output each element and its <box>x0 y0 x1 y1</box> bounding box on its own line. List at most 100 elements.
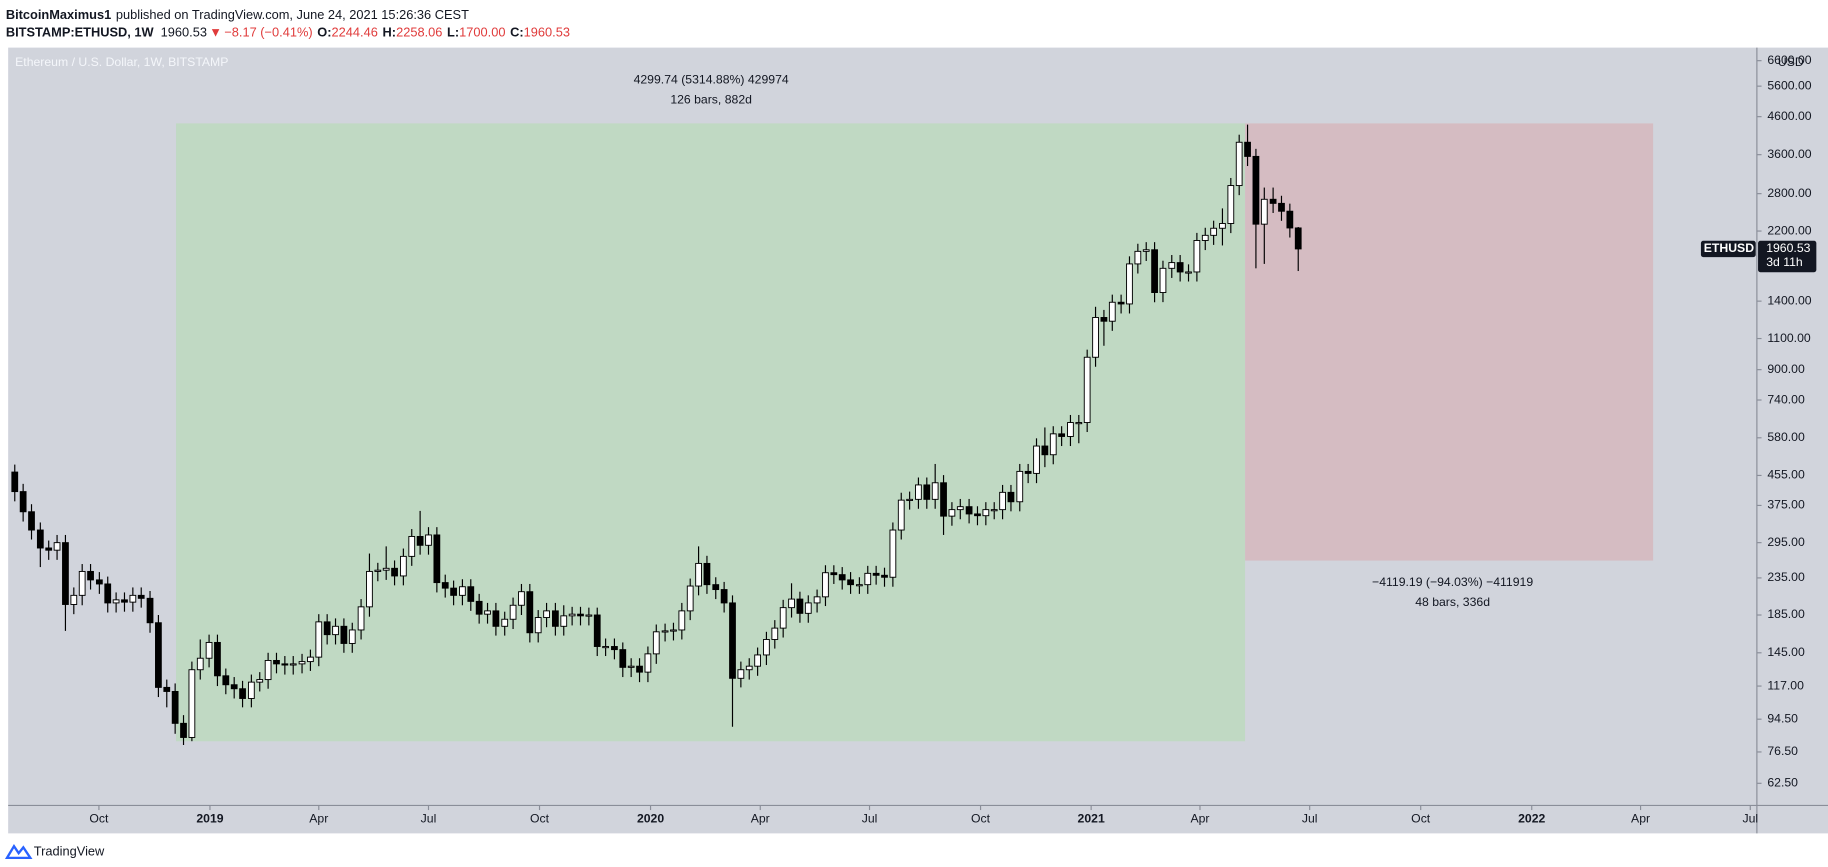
candle-body <box>1260 198 1268 225</box>
candle-body <box>357 606 365 631</box>
candle-body <box>745 665 753 671</box>
y-tick-label: 375.00 <box>1767 498 1805 512</box>
candle-body <box>196 657 204 671</box>
change: −8.17 (−0.41%) <box>224 25 312 40</box>
candle-body <box>340 625 348 644</box>
candle-body <box>1159 267 1167 293</box>
candle-body <box>729 602 736 679</box>
publish-line: BitcoinMaximus1 published on TradingView.… <box>6 8 469 23</box>
low-value: 1700.00 <box>459 25 505 40</box>
candle-body <box>425 534 432 546</box>
candle-body <box>509 604 517 620</box>
annotation: 48 bars, 336d <box>1415 595 1490 609</box>
y-unit: USD <box>1778 55 1804 69</box>
candle-body <box>956 506 964 511</box>
footer-brand: TradingView <box>34 843 105 858</box>
candle-body <box>1185 271 1192 274</box>
candle-body <box>264 659 272 681</box>
y-tick-label: 455.00 <box>1767 468 1805 482</box>
symbol-tag-label: ETHUSD <box>1704 241 1754 255</box>
candle-body <box>1252 155 1260 225</box>
candle-body <box>459 586 466 596</box>
candle-body <box>1117 301 1125 305</box>
candle-body <box>247 681 255 699</box>
candle-body <box>315 621 323 658</box>
candle-body <box>534 617 542 634</box>
candle-body <box>374 569 382 572</box>
candle-body <box>137 594 145 599</box>
y-tick-label: 4600.00 <box>1767 109 1811 123</box>
x-tick-label: 2019 <box>196 812 223 826</box>
candle-body <box>999 491 1006 511</box>
candle-body <box>1058 433 1066 437</box>
y-tick-label: 3600.00 <box>1767 147 1811 161</box>
x-tick-label: Apr <box>309 812 328 826</box>
candle-body <box>1108 301 1116 322</box>
long-position-zone <box>176 123 1246 742</box>
x-tick-label: Jul <box>421 812 437 826</box>
candle-body <box>70 594 78 605</box>
candle-body <box>155 622 162 688</box>
x-tick-label: Apr <box>751 812 770 826</box>
candle-body <box>416 535 424 546</box>
candle-body <box>627 665 635 668</box>
x-tick-label: Jul <box>1302 812 1318 826</box>
candle-body <box>1294 227 1302 250</box>
candle-body <box>585 614 593 617</box>
candle-body <box>450 587 457 596</box>
high-value: 2258.06 <box>396 25 442 40</box>
chart-title: Ethereum / U.S. Dollar, 1W, BITSTAMP <box>15 55 228 69</box>
candle-body <box>931 482 939 500</box>
x-tick-label: Jul <box>862 812 878 826</box>
y-tick-label: 94.50 <box>1767 711 1798 725</box>
candle-body <box>129 594 137 603</box>
candle-body <box>1092 317 1099 358</box>
short-position-zone <box>1245 123 1654 561</box>
candle-body <box>526 591 534 634</box>
candle-body <box>897 499 905 531</box>
low-label: L: <box>447 25 459 40</box>
candle-body <box>940 482 947 517</box>
candle-body <box>771 627 779 640</box>
candle-body <box>1100 317 1108 322</box>
candle-body <box>856 584 863 587</box>
y-tick-label: 740.00 <box>1767 392 1805 406</box>
candle-body <box>804 602 812 614</box>
candle-body <box>923 484 931 500</box>
candle-body <box>611 646 618 651</box>
y-tick-label: 117.00 <box>1767 678 1804 692</box>
candle-body <box>560 615 568 627</box>
candle-body <box>1041 445 1049 456</box>
candle-body <box>737 669 745 679</box>
candle-body <box>214 641 221 677</box>
candle-body <box>1075 422 1083 425</box>
x-tick-label: Oct <box>971 812 991 826</box>
price-tag <box>1758 240 1817 273</box>
y-tick-label: 1100.00 <box>1767 331 1811 345</box>
candle-body <box>703 562 711 586</box>
candle-body <box>1007 491 1015 503</box>
candle-body <box>163 686 171 692</box>
x-tick-label: Jul <box>1742 812 1758 826</box>
candle-body <box>763 639 770 656</box>
candle-body <box>948 509 956 517</box>
y-tick-label: 2800.00 <box>1767 186 1811 200</box>
x-tick-label: Oct <box>1411 812 1431 826</box>
candle-body <box>467 586 475 602</box>
y-tick-label: 295.00 <box>1767 535 1805 549</box>
y-tick-label: 62.50 <box>1767 776 1798 790</box>
candle-body <box>1201 234 1209 241</box>
high-label: H: <box>383 25 397 40</box>
open-value: 2244.46 <box>332 25 378 40</box>
candle-body <box>382 567 390 571</box>
candle-body <box>1278 202 1285 212</box>
symbol-line: BITSTAMP:ETHUSD, 1W 1960.53 ▼ −8.17 (−0.41%… <box>6 25 570 40</box>
annotation: 4299.74 (5314.88%) 429974 <box>634 72 789 86</box>
candle-body <box>332 625 339 636</box>
candle-body <box>307 656 314 663</box>
candle-body <box>1151 249 1158 293</box>
candle-body <box>652 631 660 655</box>
candle-body <box>543 610 550 619</box>
candle-body <box>95 579 103 585</box>
candle-body <box>222 675 230 686</box>
